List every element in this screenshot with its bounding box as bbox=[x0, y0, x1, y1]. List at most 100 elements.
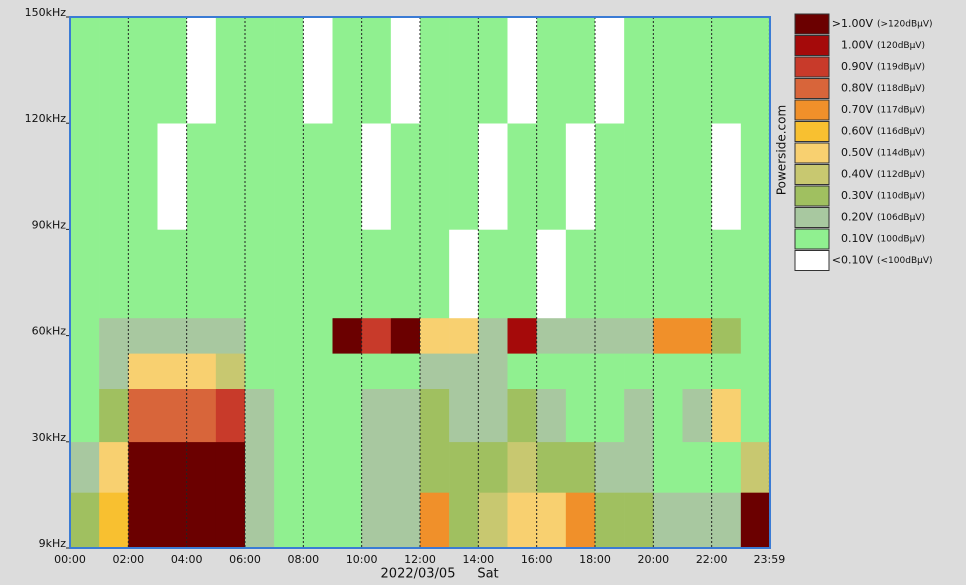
heat-cell bbox=[274, 389, 303, 442]
legend-db: (110dBµV) bbox=[877, 192, 925, 202]
heat-cell bbox=[158, 229, 187, 318]
heat-cell bbox=[449, 318, 478, 354]
heat-cell bbox=[245, 318, 274, 354]
heat-cell bbox=[303, 17, 332, 124]
heat-cell bbox=[566, 318, 595, 354]
heat-cell bbox=[303, 492, 332, 548]
legend-db: (120dBµV) bbox=[877, 41, 925, 51]
x-tick-label: 10:00 bbox=[346, 553, 378, 566]
heat-cell bbox=[741, 123, 770, 230]
heat-cell bbox=[449, 389, 478, 442]
chart: 2022/03/05 Sat Powerside.com 00:0002:000… bbox=[0, 0, 966, 581]
heat-cell bbox=[245, 492, 274, 548]
heat-cell bbox=[478, 318, 507, 354]
heat-cell bbox=[741, 353, 770, 389]
heat-cell bbox=[624, 229, 653, 318]
heat-cell bbox=[712, 442, 741, 493]
heat-cell bbox=[595, 389, 624, 442]
heat-cell bbox=[99, 492, 128, 548]
heat-cell bbox=[303, 123, 332, 230]
y-tick-label: 30kHz bbox=[32, 431, 67, 444]
legend-label: 0.50V bbox=[841, 146, 873, 159]
legend-swatch bbox=[795, 165, 829, 185]
legend-label: 0.70V bbox=[841, 103, 873, 116]
heat-cell bbox=[362, 123, 391, 230]
heat-cell bbox=[508, 17, 537, 124]
heat-cell bbox=[683, 123, 712, 230]
heat-cell bbox=[158, 123, 187, 230]
heat-cell bbox=[303, 353, 332, 389]
heat-cell bbox=[128, 442, 157, 493]
heat-cell bbox=[333, 123, 362, 230]
heat-cell bbox=[741, 318, 770, 354]
legend-db: (114dBµV) bbox=[877, 149, 925, 159]
heat-cell bbox=[70, 318, 99, 354]
legend-label: 0.10V bbox=[841, 232, 873, 245]
legend-label: 0.30V bbox=[841, 189, 873, 202]
heat-cell bbox=[741, 492, 770, 548]
heat-cell bbox=[653, 229, 682, 318]
heat-cell bbox=[70, 229, 99, 318]
heat-cell bbox=[624, 442, 653, 493]
heat-cell bbox=[478, 389, 507, 442]
y-tick-label: 9kHz bbox=[39, 537, 67, 550]
heat-cell bbox=[537, 442, 566, 493]
heat-cell bbox=[537, 492, 566, 548]
heat-cell bbox=[624, 17, 653, 124]
legend-swatch bbox=[795, 79, 829, 99]
heat-cell bbox=[158, 353, 187, 389]
heat-cell bbox=[420, 492, 449, 548]
heat-cell bbox=[595, 492, 624, 548]
heat-cell bbox=[595, 123, 624, 230]
heat-cell bbox=[420, 353, 449, 389]
heat-cell bbox=[99, 442, 128, 493]
heat-cell bbox=[566, 229, 595, 318]
heat-cell bbox=[653, 389, 682, 442]
heat-cell bbox=[712, 229, 741, 318]
heat-cell bbox=[216, 353, 245, 389]
heat-cell bbox=[187, 353, 216, 389]
legend-db: (119dBµV) bbox=[877, 63, 925, 73]
legend-swatch bbox=[795, 14, 829, 34]
legend-label: 0.20V bbox=[841, 211, 873, 224]
heat-cell bbox=[391, 318, 420, 354]
heat-cell bbox=[683, 17, 712, 124]
legend-db: (106dBµV) bbox=[877, 213, 925, 223]
weekday-label: Sat bbox=[477, 567, 498, 582]
heat-cell bbox=[128, 229, 157, 318]
heat-cell bbox=[653, 318, 682, 354]
heat-cell bbox=[653, 353, 682, 389]
x-tick-label: 08:00 bbox=[287, 553, 319, 566]
legend-label: 0.80V bbox=[841, 82, 873, 95]
heat-cell bbox=[187, 123, 216, 230]
heat-cell bbox=[128, 123, 157, 230]
heat-cell bbox=[391, 229, 420, 318]
heat-cell bbox=[741, 389, 770, 442]
heat-cell bbox=[683, 389, 712, 442]
heat-cell bbox=[99, 123, 128, 230]
heat-cell bbox=[128, 389, 157, 442]
legend-db: (118dBµV) bbox=[877, 84, 925, 94]
heat-cell bbox=[333, 442, 362, 493]
heat-cell bbox=[595, 353, 624, 389]
legend-db: (100dBµV) bbox=[877, 235, 925, 245]
heat-cell bbox=[158, 492, 187, 548]
heat-cell bbox=[216, 492, 245, 548]
heat-cell bbox=[303, 389, 332, 442]
heat-cell bbox=[128, 17, 157, 124]
heat-cell bbox=[303, 442, 332, 493]
heat-cell bbox=[741, 17, 770, 124]
y-tick-label: 120kHz bbox=[25, 112, 67, 125]
heat-cell bbox=[158, 318, 187, 354]
heat-cell bbox=[99, 229, 128, 318]
heat-cell bbox=[478, 492, 507, 548]
x-tick-label: 06:00 bbox=[229, 553, 261, 566]
legend-swatch bbox=[795, 122, 829, 142]
heat-cell bbox=[420, 17, 449, 124]
heat-cell bbox=[537, 318, 566, 354]
heat-cell bbox=[187, 442, 216, 493]
heat-cell bbox=[624, 123, 653, 230]
y-tick-label: 150kHz bbox=[25, 6, 67, 19]
heat-cell bbox=[566, 17, 595, 124]
heat-cell bbox=[391, 17, 420, 124]
